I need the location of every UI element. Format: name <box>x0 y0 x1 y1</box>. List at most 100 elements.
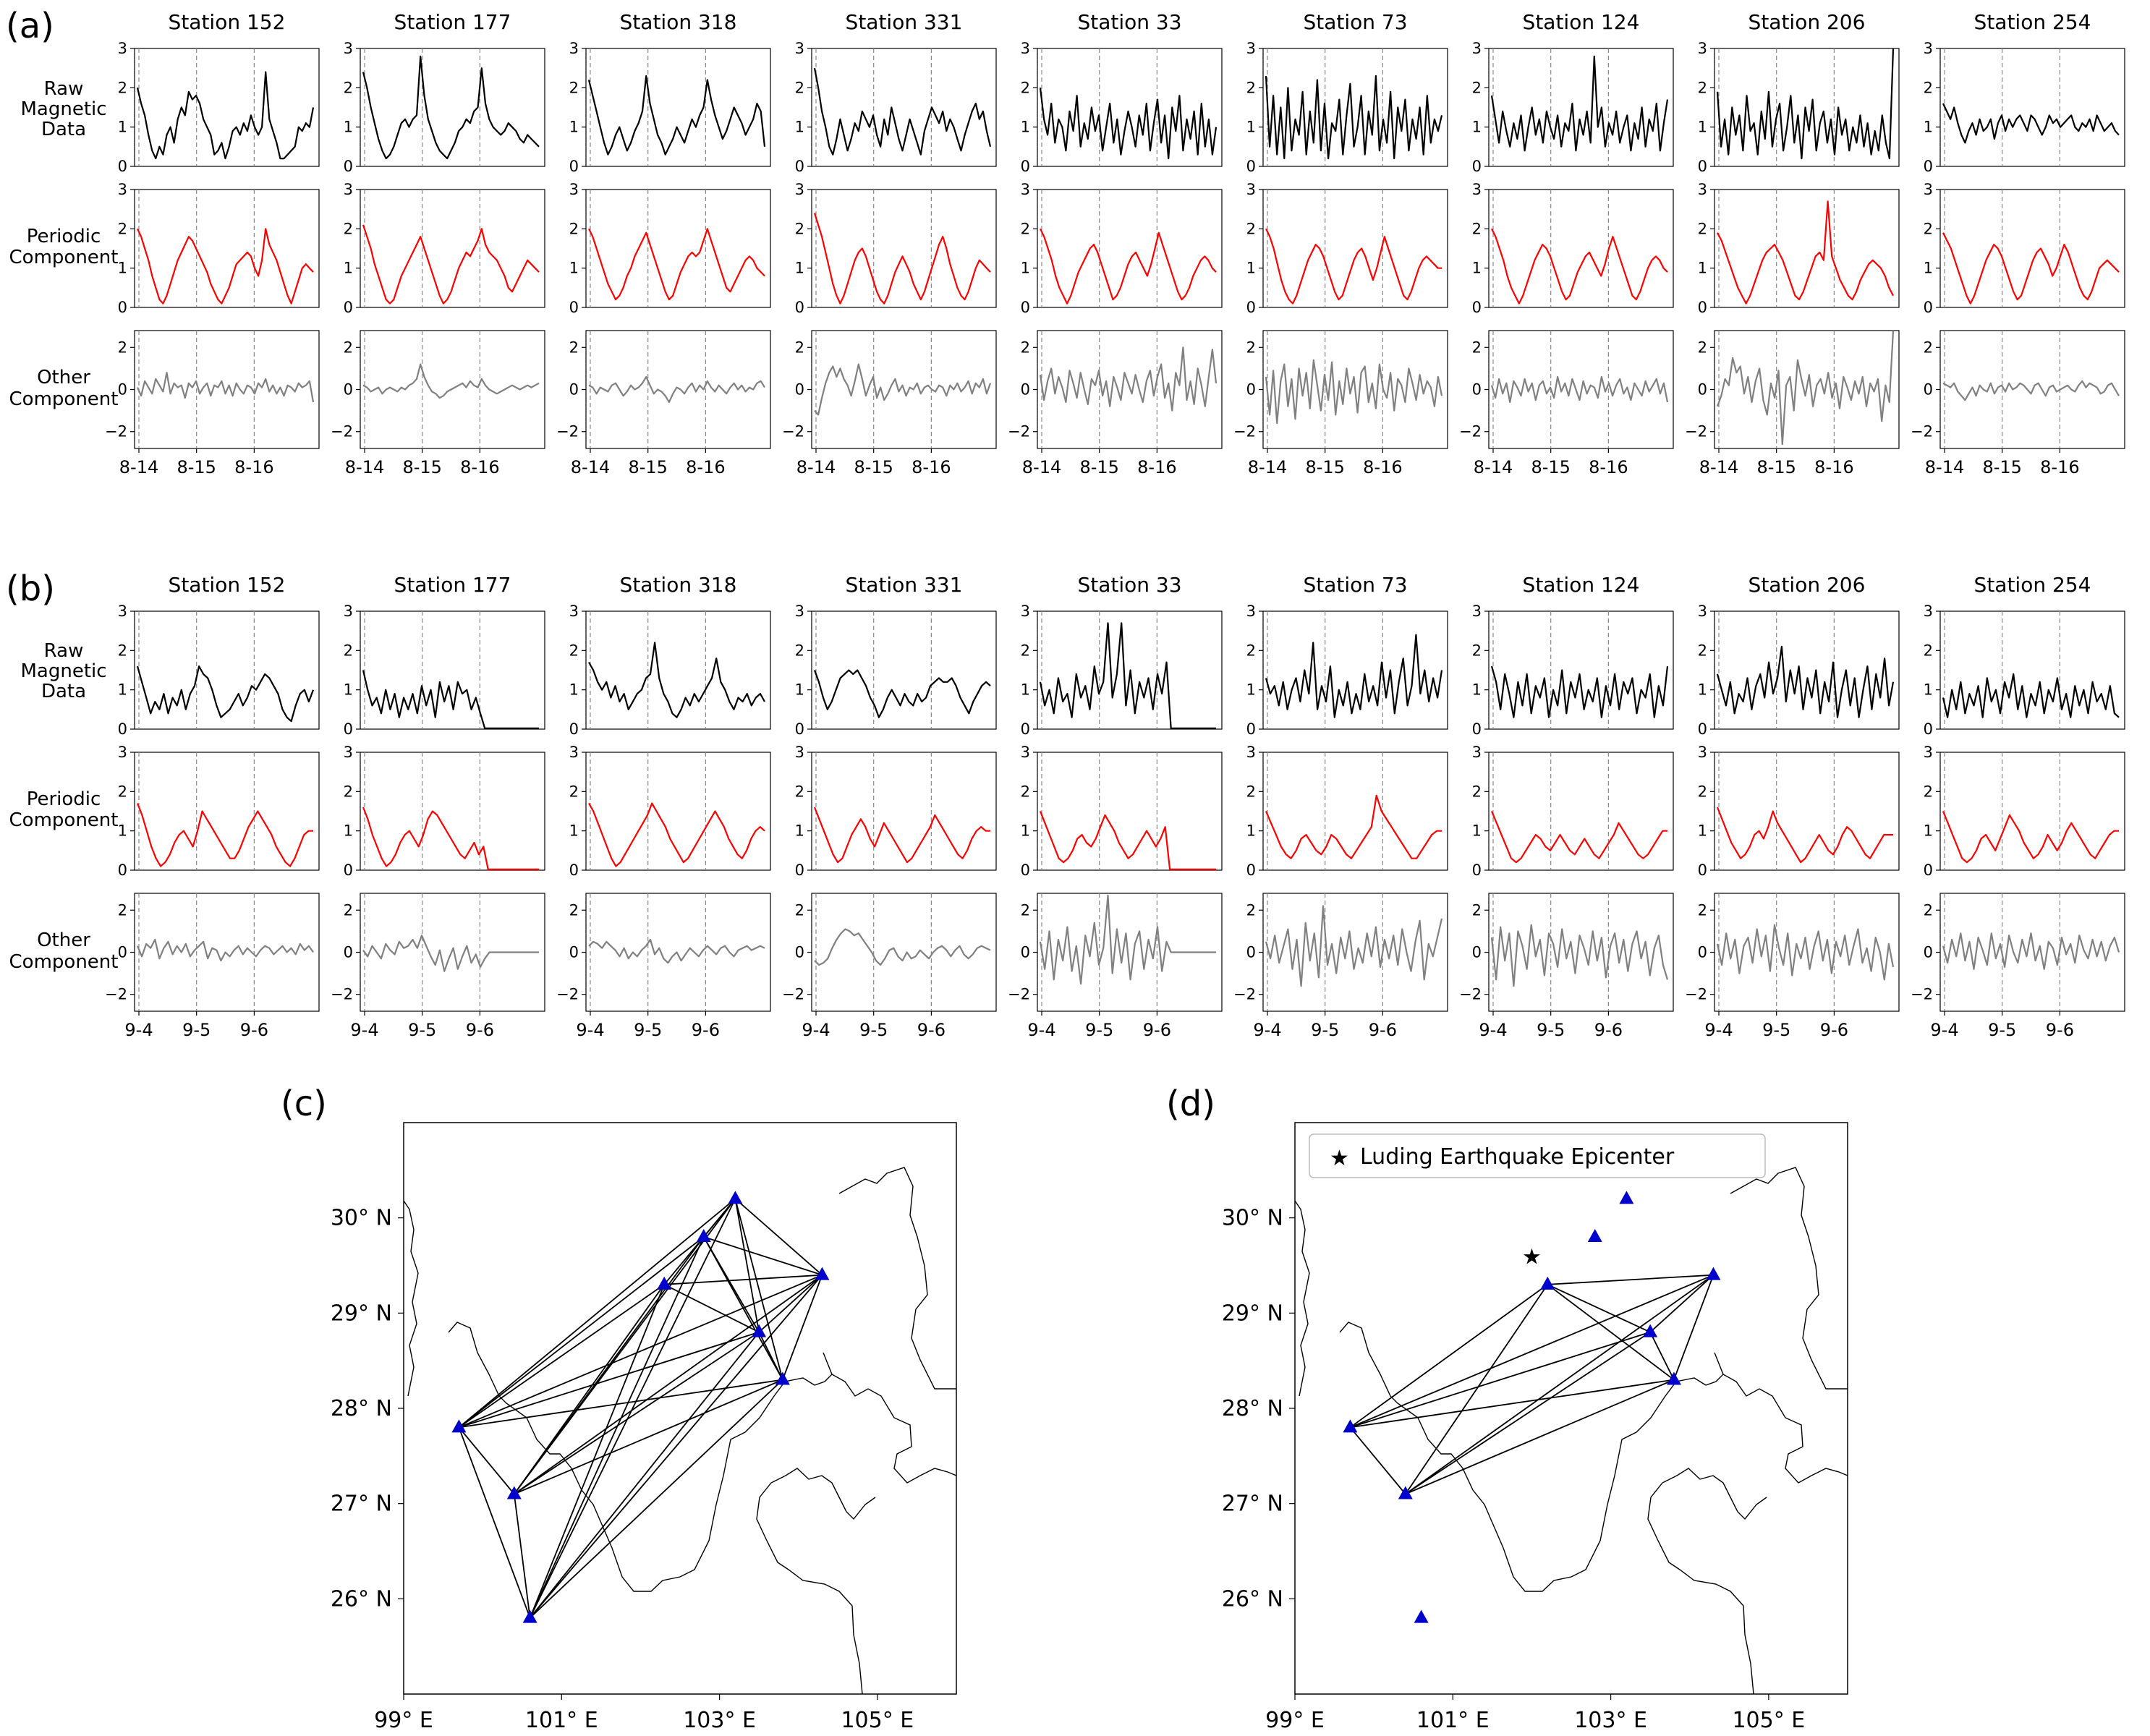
series-line-other <box>1039 346 1218 412</box>
subplot-frame <box>1037 610 1223 730</box>
y-tick-label: 2 <box>1698 79 1707 96</box>
y-tick-label: 1 <box>1472 119 1482 136</box>
y-tick-label: 0 <box>795 720 804 738</box>
station-title: Station 152 <box>169 573 286 597</box>
network-edge <box>1405 1379 1675 1495</box>
x-tick-label: 9-5 <box>1311 1020 1339 1040</box>
series-line-other <box>1716 924 1895 981</box>
subplot-frame <box>1488 48 1674 167</box>
y-tick-label: 0 <box>1472 944 1482 961</box>
series-line-periodic <box>813 807 990 864</box>
y-tick-label: 2 <box>1924 220 1933 237</box>
y-tick-label: 0 <box>569 861 579 879</box>
station-triangle-icon <box>696 1229 711 1242</box>
network-edge <box>782 1275 823 1380</box>
row-label-other-b: Other Component <box>9 929 119 973</box>
y-tick-label: 3 <box>1472 744 1482 761</box>
y-tick-label: 0 <box>1698 158 1707 175</box>
y-tick-label: 2 <box>1246 783 1256 800</box>
station-title: Station 177 <box>394 10 511 34</box>
y-tick-label: 1 <box>569 681 579 699</box>
series-line-raw <box>136 71 315 160</box>
subplot-periodic: 0 1 2 3 <box>118 744 320 879</box>
y-tick-label: 2 <box>795 783 804 800</box>
y-tick-label: 0 <box>569 299 579 316</box>
row-label-raw-line-2: Magnetic <box>20 98 106 120</box>
latitude-tick-label: 29° N <box>1222 1301 1283 1326</box>
subplot-other: −2 0 2 <box>1008 330 1223 449</box>
subplot-periodic: 0 1 2 3 <box>795 744 997 879</box>
y-tick-label: 2 <box>344 901 353 919</box>
boundary-line <box>403 1200 419 1397</box>
series-line-periodic <box>1040 228 1217 305</box>
y-tick-label: 0 <box>1472 861 1482 879</box>
series-line-raw <box>1490 55 1669 152</box>
station-title: Station 177 <box>394 573 511 597</box>
y-tick-label: 1 <box>1924 822 1933 840</box>
y-tick-label: 2 <box>1246 220 1256 237</box>
y-tick-label: 3 <box>1698 40 1707 57</box>
x-tick-label: 8-14 <box>1248 457 1287 477</box>
y-tick-label: 0 <box>1021 720 1030 738</box>
subplot-frame <box>1714 189 1900 308</box>
x-tick-label: 9-6 <box>2046 1020 2074 1040</box>
network-edge <box>758 1332 783 1380</box>
series-line-periodic <box>1490 811 1667 864</box>
subplot-frame <box>1939 610 2125 730</box>
y-tick-label: −2 <box>1911 986 1933 1003</box>
network-edge <box>734 1198 823 1276</box>
map-d-legend: ★ Luding Earthquake Epicenter <box>1309 1133 1766 1178</box>
y-tick-label: 3 <box>1924 744 1933 761</box>
y-tick-label: 2 <box>344 783 353 800</box>
y-tick-label: 3 <box>569 603 579 620</box>
y-tick-label: 3 <box>569 181 579 198</box>
subplot-raw: 0 1 2 3 <box>1246 603 1448 738</box>
x-tick-label: 9-6 <box>1143 1020 1171 1040</box>
station-triangle-icon <box>1343 1419 1358 1433</box>
station-title: Station 331 <box>846 10 963 34</box>
panel-label-d: (d) <box>1166 1084 1215 1124</box>
map-d-boundaries <box>1294 1167 1848 1695</box>
series-line-other <box>1490 375 1669 404</box>
y-tick-label: −2 <box>1685 423 1707 441</box>
row-label-periodic-b: Periodic Component <box>9 788 119 831</box>
subplot-frame <box>1714 48 1900 167</box>
series-line-raw <box>362 670 539 729</box>
y-tick-label: 2 <box>344 220 353 237</box>
y-tick-label: 1 <box>1472 822 1482 840</box>
network-edge <box>734 1199 760 1332</box>
x-tick-label: 9-6 <box>1820 1020 1848 1040</box>
map-d-marks: ★ 99° E 101° E 103° E 105° E 26° N 27° N 28° N 2… <box>1222 1191 1805 1733</box>
y-tick-label: 2 <box>1021 642 1030 659</box>
x-tick-label: 8-16 <box>460 457 499 477</box>
y-tick-label: 1 <box>1924 681 1933 699</box>
subplot-frame <box>134 189 320 308</box>
subplot-frame <box>1939 189 2125 308</box>
latitude-tick-label: 30° N <box>331 1206 392 1231</box>
y-tick-label: −2 <box>1459 423 1482 441</box>
series-line-raw <box>1942 103 2120 144</box>
longitude-tick-label: 99° E <box>374 1708 433 1733</box>
longitude-tick-label: 103° E <box>1574 1708 1647 1733</box>
network-edge <box>529 1332 760 1619</box>
subplot-frame <box>134 752 320 871</box>
station-title: Station 206 <box>1749 10 1866 34</box>
y-tick-label: 3 <box>1472 40 1482 57</box>
y-tick-label: 3 <box>118 744 127 761</box>
station-triangle-icon <box>506 1486 522 1499</box>
x-tick-label: 8-16 <box>1814 457 1853 477</box>
y-tick-label: 0 <box>344 720 353 738</box>
y-tick-label: 0 <box>1246 944 1256 961</box>
series-line-other <box>362 935 539 972</box>
y-tick-label: 0 <box>1698 299 1707 316</box>
y-tick-label: 2 <box>1472 79 1482 96</box>
subplot-periodic: 0 1 2 3 <box>569 181 771 316</box>
station-title: Station 73 <box>1303 10 1407 34</box>
y-tick-label: 0 <box>118 944 127 961</box>
y-tick-label: 1 <box>795 681 804 699</box>
y-tick-label: 0 <box>795 381 804 399</box>
y-tick-label: 0 <box>1021 158 1030 175</box>
station-triangle-icon <box>1540 1276 1555 1290</box>
series-line-other <box>1265 359 1443 425</box>
y-tick-label: 3 <box>1924 40 1933 57</box>
